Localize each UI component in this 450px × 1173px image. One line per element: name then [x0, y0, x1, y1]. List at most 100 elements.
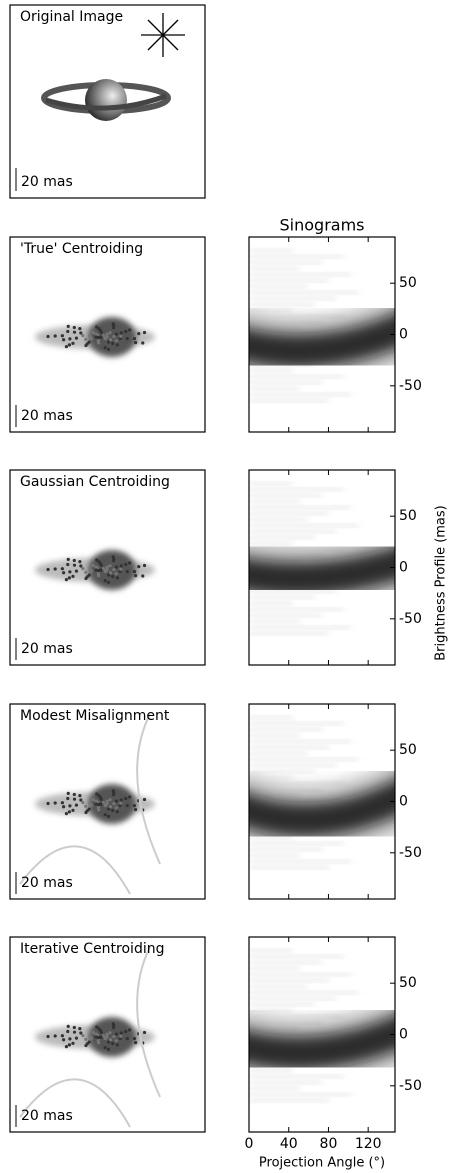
sinogram	[249, 237, 395, 432]
streak	[249, 303, 315, 306]
x-tick-label: 80	[320, 1136, 338, 1152]
speckle	[88, 801, 92, 805]
panel-title: 'True' Centroiding	[20, 241, 143, 257]
panel-title: Gaussian Centroiding	[20, 474, 170, 490]
speckle	[94, 1032, 98, 1036]
speckle	[94, 1035, 98, 1039]
speckle	[97, 574, 101, 578]
speckle	[103, 569, 107, 574]
speckle	[128, 328, 132, 332]
speckle	[78, 1027, 82, 1031]
speckle	[84, 337, 88, 341]
speckle	[95, 325, 99, 329]
speckle	[103, 1036, 107, 1041]
streak	[249, 1003, 315, 1006]
speckle	[88, 334, 92, 338]
y-axis-label: Brightness Profile (mas)	[434, 505, 449, 660]
speckle	[94, 799, 98, 803]
speckle	[119, 331, 123, 335]
ring-front	[45, 93, 167, 111]
speckle	[62, 805, 66, 809]
speckle	[94, 565, 98, 569]
speckle	[108, 571, 113, 575]
speckle	[91, 330, 95, 335]
speckle	[108, 564, 112, 568]
streak	[249, 764, 337, 767]
speckle	[112, 1035, 116, 1039]
speckle	[98, 1035, 103, 1040]
streak	[249, 722, 344, 725]
speckle	[66, 329, 70, 334]
speckle	[68, 1037, 72, 1041]
speckle	[119, 334, 123, 338]
speckle	[94, 568, 98, 572]
streak	[249, 387, 301, 390]
speckle	[133, 807, 138, 812]
speckle	[101, 567, 106, 571]
band-halo	[249, 758, 395, 856]
speckle	[84, 810, 88, 815]
speckle	[128, 561, 132, 565]
y-tick-label: 50	[399, 742, 417, 758]
speckle	[88, 1034, 92, 1038]
y-tick-label: -50	[399, 1078, 422, 1094]
streak	[249, 961, 322, 964]
speckle	[72, 792, 76, 797]
blob	[88, 550, 136, 590]
speckle	[62, 571, 66, 575]
x-tick-label: 0	[245, 1136, 254, 1152]
speckle	[62, 1038, 66, 1042]
speckle	[103, 346, 107, 350]
scale-label: 20 mas	[21, 408, 73, 424]
speckle	[115, 810, 119, 814]
speckle	[114, 572, 118, 576]
speckle	[111, 1022, 115, 1026]
speckle	[74, 336, 79, 340]
speckle	[66, 562, 70, 567]
speckle	[108, 805, 113, 809]
x-axis-label: Projection Angle (°)	[259, 1156, 385, 1171]
streak	[249, 997, 337, 1000]
speckle	[114, 1039, 118, 1043]
speckle	[79, 564, 83, 568]
sinogram	[249, 470, 395, 665]
speckle	[115, 343, 119, 347]
streak	[249, 267, 301, 270]
streak	[249, 279, 330, 282]
reconstruction	[19, 946, 161, 1128]
streak	[249, 512, 330, 515]
streak	[249, 955, 344, 958]
speckle	[60, 1034, 64, 1038]
speckle	[97, 808, 101, 812]
speckle	[111, 555, 115, 559]
speckle	[84, 343, 88, 348]
streak	[249, 536, 315, 539]
original-frame	[9, 4, 206, 199]
blob	[88, 1017, 136, 1057]
speckle	[108, 1038, 113, 1042]
streak	[249, 728, 322, 731]
speckle	[74, 1036, 79, 1040]
speckle	[72, 563, 77, 567]
speckle	[84, 570, 88, 574]
speckle	[111, 808, 115, 813]
streak	[249, 860, 352, 863]
streak	[249, 482, 293, 485]
speckle	[67, 810, 71, 814]
speckle	[79, 1031, 83, 1035]
speckle	[78, 560, 82, 564]
speckle	[106, 580, 111, 584]
streak	[249, 1093, 352, 1096]
speckle	[133, 1040, 138, 1045]
speckle	[112, 568, 116, 572]
speckle	[62, 338, 66, 342]
speckle	[71, 574, 75, 578]
streak	[249, 752, 308, 755]
speckle	[74, 803, 79, 807]
speckle	[111, 322, 115, 326]
speckle	[91, 563, 95, 568]
speckle	[46, 334, 50, 339]
speckle	[125, 1036, 129, 1041]
streak	[249, 530, 337, 533]
streak	[249, 734, 301, 737]
